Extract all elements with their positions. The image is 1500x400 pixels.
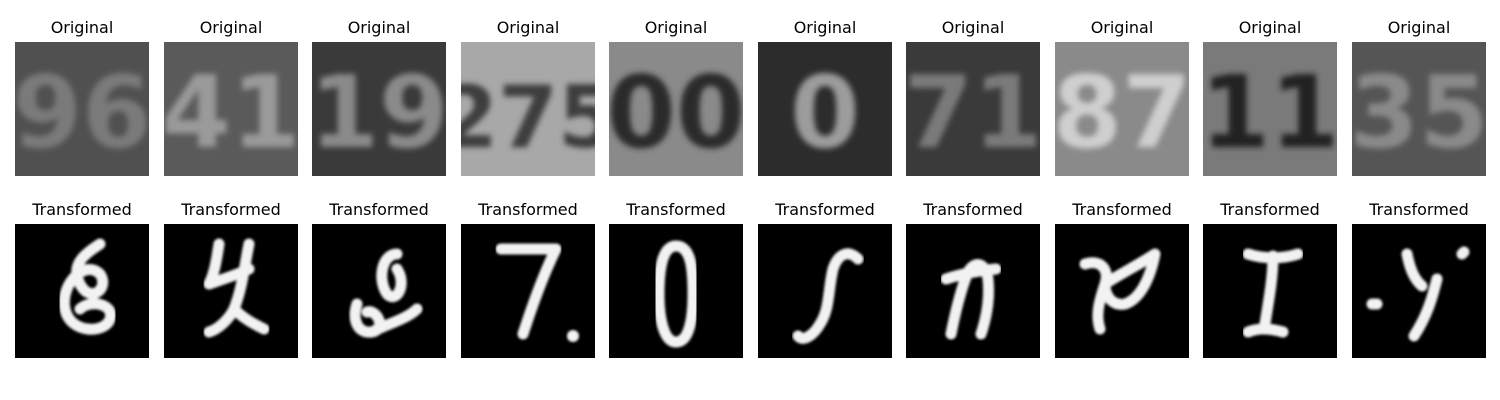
original-digit-image: 00 — [609, 42, 743, 176]
svg-text:275: 275 — [461, 68, 595, 168]
original-title: Original — [50, 18, 114, 37]
original-digit-image: 87 — [1055, 42, 1189, 176]
svg-text:19: 19 — [312, 54, 446, 171]
svg-text:96: 96 — [15, 54, 149, 171]
transformed-digit-image — [1203, 224, 1337, 358]
original-digit-image: 35 — [1352, 42, 1486, 176]
original-digit-image: 71 — [906, 42, 1040, 176]
transformed-title: Transformed — [1369, 200, 1469, 219]
transformed-title: Transformed — [1220, 200, 1320, 219]
svg-text:71: 71 — [906, 54, 1040, 171]
transformed-digit-image — [1055, 224, 1189, 358]
original-title: Original — [199, 18, 263, 37]
transformed-title: Transformed — [775, 200, 875, 219]
transformed-digit-image — [15, 224, 149, 358]
svg-text:00: 00 — [609, 54, 743, 171]
original-title: Original — [941, 18, 1005, 37]
original-digit-image: 96 — [15, 42, 149, 176]
original-digit-image: 11 — [1203, 42, 1337, 176]
svg-text:0: 0 — [790, 54, 860, 171]
transformed-title: Transformed — [1072, 200, 1172, 219]
transformed-title: Transformed — [181, 200, 281, 219]
svg-text:11: 11 — [1203, 54, 1337, 171]
original-digit-image: 275 — [461, 42, 595, 176]
transformed-digit-image — [164, 224, 298, 358]
original-title: Original — [1387, 18, 1451, 37]
transformed-title: Transformed — [478, 200, 578, 219]
transformed-digit-image — [758, 224, 892, 358]
transformed-digit-image — [609, 224, 743, 358]
transformed-title: Transformed — [329, 200, 429, 219]
svg-text:87: 87 — [1055, 54, 1189, 171]
transformed-digit-image — [906, 224, 1040, 358]
original-digit-image: 41 — [164, 42, 298, 176]
original-title: Original — [1090, 18, 1154, 37]
transformed-title: Transformed — [626, 200, 726, 219]
original-title: Original — [496, 18, 560, 37]
svg-text:35: 35 — [1352, 54, 1486, 171]
transformed-digit-image — [312, 224, 446, 358]
original-title: Original — [347, 18, 411, 37]
transformed-title: Transformed — [923, 200, 1023, 219]
transformed-digit-image — [1352, 224, 1486, 358]
original-title: Original — [644, 18, 708, 37]
original-digit-image: 0 — [758, 42, 892, 176]
original-title: Original — [793, 18, 857, 37]
original-digit-image: 19 — [312, 42, 446, 176]
original-title: Original — [1238, 18, 1302, 37]
transformed-title: Transformed — [32, 200, 132, 219]
transformed-digit-image — [461, 224, 595, 358]
svg-text:41: 41 — [164, 54, 298, 171]
